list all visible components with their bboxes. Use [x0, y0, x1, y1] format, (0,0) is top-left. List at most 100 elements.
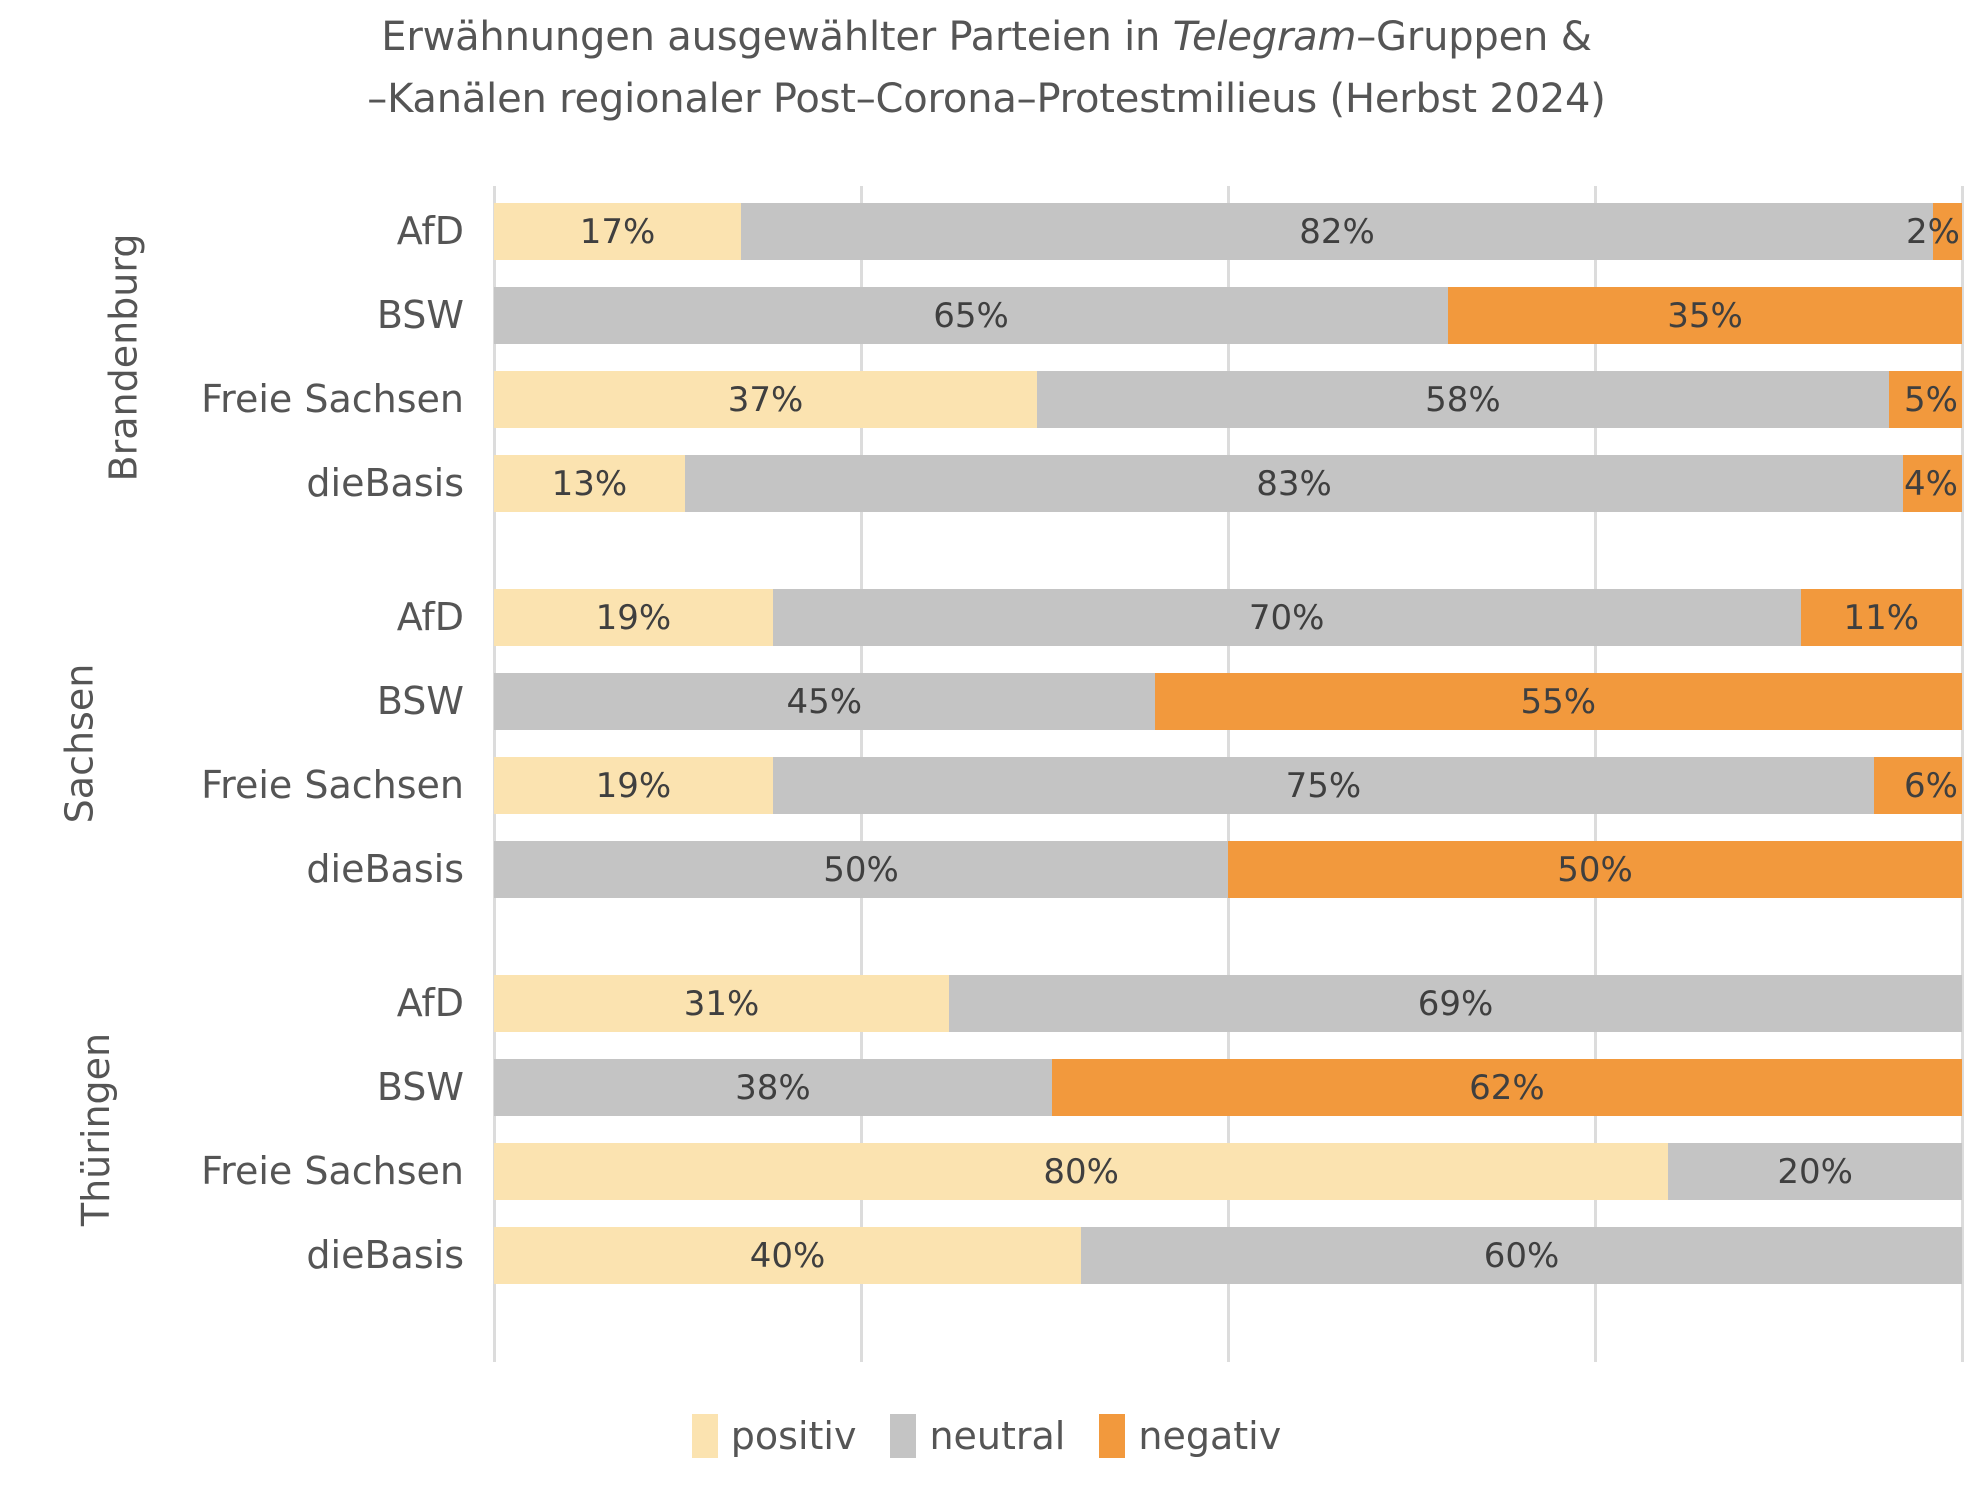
bar-segment-negativ[interactable]: 11%: [1800, 589, 1962, 646]
category-label: AfD: [396, 981, 464, 1025]
category-label: AfD: [396, 209, 464, 253]
bar-value-label: 4%: [1904, 463, 1958, 504]
legend-item-negativ[interactable]: negativ: [1099, 1414, 1281, 1458]
bar-value-label: 19%: [595, 597, 672, 638]
bar-segment-negativ[interactable]: 62%: [1051, 1059, 1962, 1116]
bar-row[interactable]: 40% 60%: [494, 1227, 1962, 1284]
legend-label-negativ: negativ: [1138, 1414, 1282, 1458]
bar-value-label: 75%: [1285, 765, 1362, 806]
title-segment-italic: Telegram: [1172, 14, 1357, 60]
legend-item-neutral[interactable]: neutral: [890, 1414, 1065, 1458]
bar-value-label: 6%: [1904, 765, 1958, 806]
chart-legend: positiv neutral negativ: [0, 1414, 1973, 1458]
bar-row[interactable]: 19% 70% 11%: [494, 589, 1962, 646]
legend-swatch-negativ: [1099, 1414, 1126, 1458]
category-label: BSW: [376, 293, 464, 337]
bar-value-label: 5%: [1904, 379, 1958, 420]
legend-label-positiv: positiv: [730, 1414, 857, 1458]
bar-segment-positiv[interactable]: 19%: [494, 589, 773, 646]
bar-value-label: 55%: [1520, 681, 1597, 722]
bar-value-label: 70%: [1248, 597, 1325, 638]
bar-segment-neutral[interactable]: 20%: [1668, 1143, 1962, 1200]
bar-value-label: 45%: [786, 681, 863, 722]
bar-value-label: 31%: [683, 983, 760, 1024]
bar-segment-neutral[interactable]: 38%: [494, 1059, 1052, 1116]
bar-segment-neutral[interactable]: 60%: [1081, 1227, 1962, 1284]
bar-value-label: 40%: [749, 1235, 826, 1276]
category-label: Freie Sachsen: [201, 1149, 464, 1193]
bar-row[interactable]: 17% 82% 2%: [494, 203, 1962, 260]
bar-value-label: 2%: [1906, 211, 1960, 252]
bar-segment-neutral[interactable]: 69%: [949, 975, 1962, 1032]
bar-value-label: 83%: [1256, 463, 1332, 504]
bar-segment-neutral[interactable]: 45%: [494, 673, 1155, 730]
bar-segment-negativ[interactable]: 6%: [1873, 757, 1962, 814]
bar-value-label: 37%: [727, 379, 804, 420]
bar-segment-negativ[interactable]: 4%: [1903, 455, 1962, 512]
chart-title-line-1: Erwähnungen ausgewählter Parteien in Tel…: [0, 6, 1973, 68]
category-label: dieBasis: [306, 461, 464, 505]
bar-segment-positiv[interactable]: 19%: [494, 757, 773, 814]
bar-row[interactable]: 45% 55%: [494, 673, 1962, 730]
bar-segment-neutral[interactable]: 50%: [494, 841, 1228, 898]
bar-segment-negativ[interactable]: 35%: [1448, 287, 1962, 344]
category-label: BSW: [376, 1065, 464, 1109]
bar-value-label: 19%: [595, 765, 672, 806]
bar-row[interactable]: 19% 75% 6%: [494, 757, 1962, 814]
category-label: dieBasis: [306, 1233, 464, 1277]
bar-value-label: 58%: [1425, 379, 1501, 420]
bar-segment-negativ[interactable]: 50%: [1228, 841, 1962, 898]
group-label-brandenburg-text: Brandenburg: [101, 233, 146, 482]
plot-area: AfD 17% 82% 2% BSW 65% 35% Freie Sachsen 37% 58% 5…: [201, 186, 1964, 1362]
bar-row[interactable]: 31% 69%: [494, 975, 1962, 1032]
category-label: Freie Sachsen: [201, 763, 464, 807]
bar-segment-positiv[interactable]: 13%: [494, 455, 685, 512]
bar-segment-positiv[interactable]: 80%: [494, 1143, 1669, 1200]
title-segment-before: Erwähnungen ausgewählter Parteien in: [381, 14, 1173, 60]
title-segment-after: –Gruppen &: [1356, 14, 1592, 60]
category-label: AfD: [396, 595, 464, 639]
bar-value-label: 50%: [823, 849, 899, 890]
legend-item-positiv[interactable]: positiv: [691, 1414, 857, 1458]
bar-rows-container: AfD 17% 82% 2% BSW 65% 35% Freie Sachsen 37% 58% 5…: [201, 186, 1962, 1362]
bar-value-label: 20%: [1777, 1151, 1853, 1192]
bar-value-label: 17%: [579, 211, 656, 252]
legend-swatch-positiv: [691, 1414, 718, 1458]
category-label: Freie Sachsen: [201, 377, 464, 421]
category-label: BSW: [376, 679, 464, 723]
bar-segment-positiv[interactable]: 17%: [494, 203, 742, 260]
bar-value-label: 13%: [551, 463, 628, 504]
bar-row[interactable]: 65% 35%: [494, 287, 1962, 344]
bar-value-label: 82%: [1299, 211, 1375, 252]
bar-value-label: 62%: [1469, 1067, 1545, 1108]
bar-value-label: 50%: [1557, 849, 1633, 890]
bar-value-label: 65%: [933, 295, 1009, 336]
bar-row[interactable]: 50% 50%: [494, 841, 1962, 898]
bar-segment-negativ[interactable]: 5%: [1888, 371, 1962, 428]
bar-row[interactable]: 80% 20%: [494, 1143, 1962, 1200]
bar-segment-neutral[interactable]: 58%: [1037, 371, 1889, 428]
bar-row[interactable]: 38% 62%: [494, 1059, 1962, 1116]
bar-row[interactable]: 37% 58% 5%: [494, 371, 1962, 428]
bar-segment-positiv[interactable]: 40%: [494, 1227, 1082, 1284]
bar-segment-neutral[interactable]: 75%: [772, 757, 1874, 814]
bar-segment-negativ[interactable]: 2%: [1906, 203, 1962, 260]
bar-segment-neutral[interactable]: 70%: [772, 589, 1801, 646]
bar-row[interactable]: 13% 83% 4%: [494, 455, 1962, 512]
bar-value-label: 38%: [735, 1067, 811, 1108]
bar-value-label: 60%: [1483, 1235, 1560, 1276]
bar-segment-neutral[interactable]: 82%: [741, 203, 1933, 260]
bar-value-label: 69%: [1417, 983, 1494, 1024]
bar-value-label: 11%: [1843, 597, 1920, 638]
chart-title: Erwähnungen ausgewählter Parteien in Tel…: [0, 0, 1973, 130]
legend-label-neutral: neutral: [929, 1414, 1066, 1458]
bar-segment-positiv[interactable]: 37%: [494, 371, 1038, 428]
category-label: dieBasis: [306, 847, 464, 891]
bar-value-label: 80%: [1043, 1151, 1119, 1192]
legend-swatch-neutral: [890, 1414, 917, 1458]
bar-segment-neutral[interactable]: 83%: [684, 455, 1904, 512]
bar-segment-positiv[interactable]: 31%: [494, 975, 950, 1032]
bar-segment-negativ[interactable]: 55%: [1154, 673, 1962, 730]
bar-segment-neutral[interactable]: 65%: [494, 287, 1449, 344]
